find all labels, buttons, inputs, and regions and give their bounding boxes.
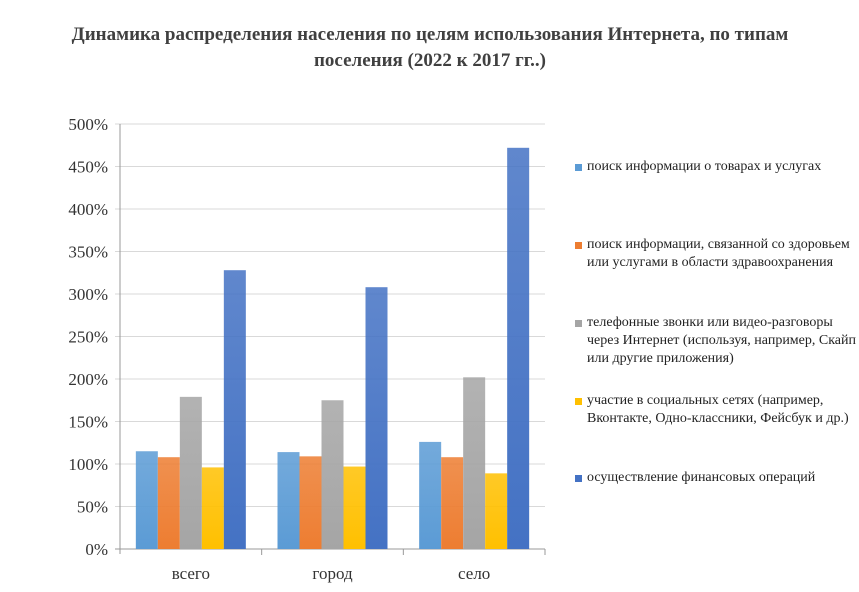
legend-label: участие в социальных сетях (например, Вк… — [587, 393, 849, 426]
bar — [441, 457, 464, 549]
legend-label: телефонные звонки или видео-разговоры че… — [587, 315, 857, 366]
bar — [321, 400, 344, 549]
bar — [507, 147, 530, 550]
bar — [135, 451, 158, 549]
y-tick-label: 400% — [68, 200, 108, 219]
legend-label: осуществление финансовых операций — [587, 470, 816, 485]
y-tick-label: 350% — [68, 243, 108, 262]
x-tick-label: всего — [172, 564, 210, 583]
legend-swatch — [575, 242, 582, 249]
x-tick-label: село — [458, 564, 490, 583]
y-tick-label: 450% — [68, 158, 108, 177]
bar — [299, 456, 322, 549]
legend-item: осуществление финансовых операций — [575, 469, 859, 487]
bar — [343, 466, 366, 549]
y-tick-label: 300% — [68, 285, 108, 304]
legend-label: поиск информации о товарах и услугах — [587, 159, 822, 174]
bar — [179, 396, 202, 549]
bar — [485, 473, 508, 549]
y-tick-label: 250% — [68, 328, 108, 347]
y-tick-label: 500% — [68, 115, 108, 134]
legend-item: телефонные звонки или видео-разговоры че… — [575, 314, 859, 368]
bar — [365, 287, 388, 549]
legend-swatch — [575, 164, 582, 171]
legend-swatch — [575, 320, 582, 327]
y-tick-label: 200% — [68, 370, 108, 389]
x-tick-label: город — [312, 564, 353, 583]
y-tick-label: 50% — [77, 498, 108, 517]
y-tick-label: 100% — [68, 455, 108, 474]
legend-item: участие в социальных сетях (например, Вк… — [575, 392, 859, 428]
bar — [419, 441, 442, 549]
bar — [201, 467, 224, 549]
legend-swatch — [575, 475, 582, 482]
legend-swatch — [575, 398, 582, 405]
y-tick-label: 0% — [85, 540, 108, 559]
bar — [463, 377, 486, 549]
y-tick-label: 150% — [68, 413, 108, 432]
legend-label: поиск информации, связанной со здоровьем… — [587, 237, 850, 270]
bar — [157, 457, 180, 549]
bar — [223, 270, 246, 549]
legend-item: поиск информации, связанной со здоровьем… — [575, 236, 859, 272]
bar — [277, 452, 300, 549]
chart-title: Динамика распределения населения по целя… — [71, 24, 789, 71]
legend-item: поиск информации о товарах и услугах — [575, 158, 859, 176]
